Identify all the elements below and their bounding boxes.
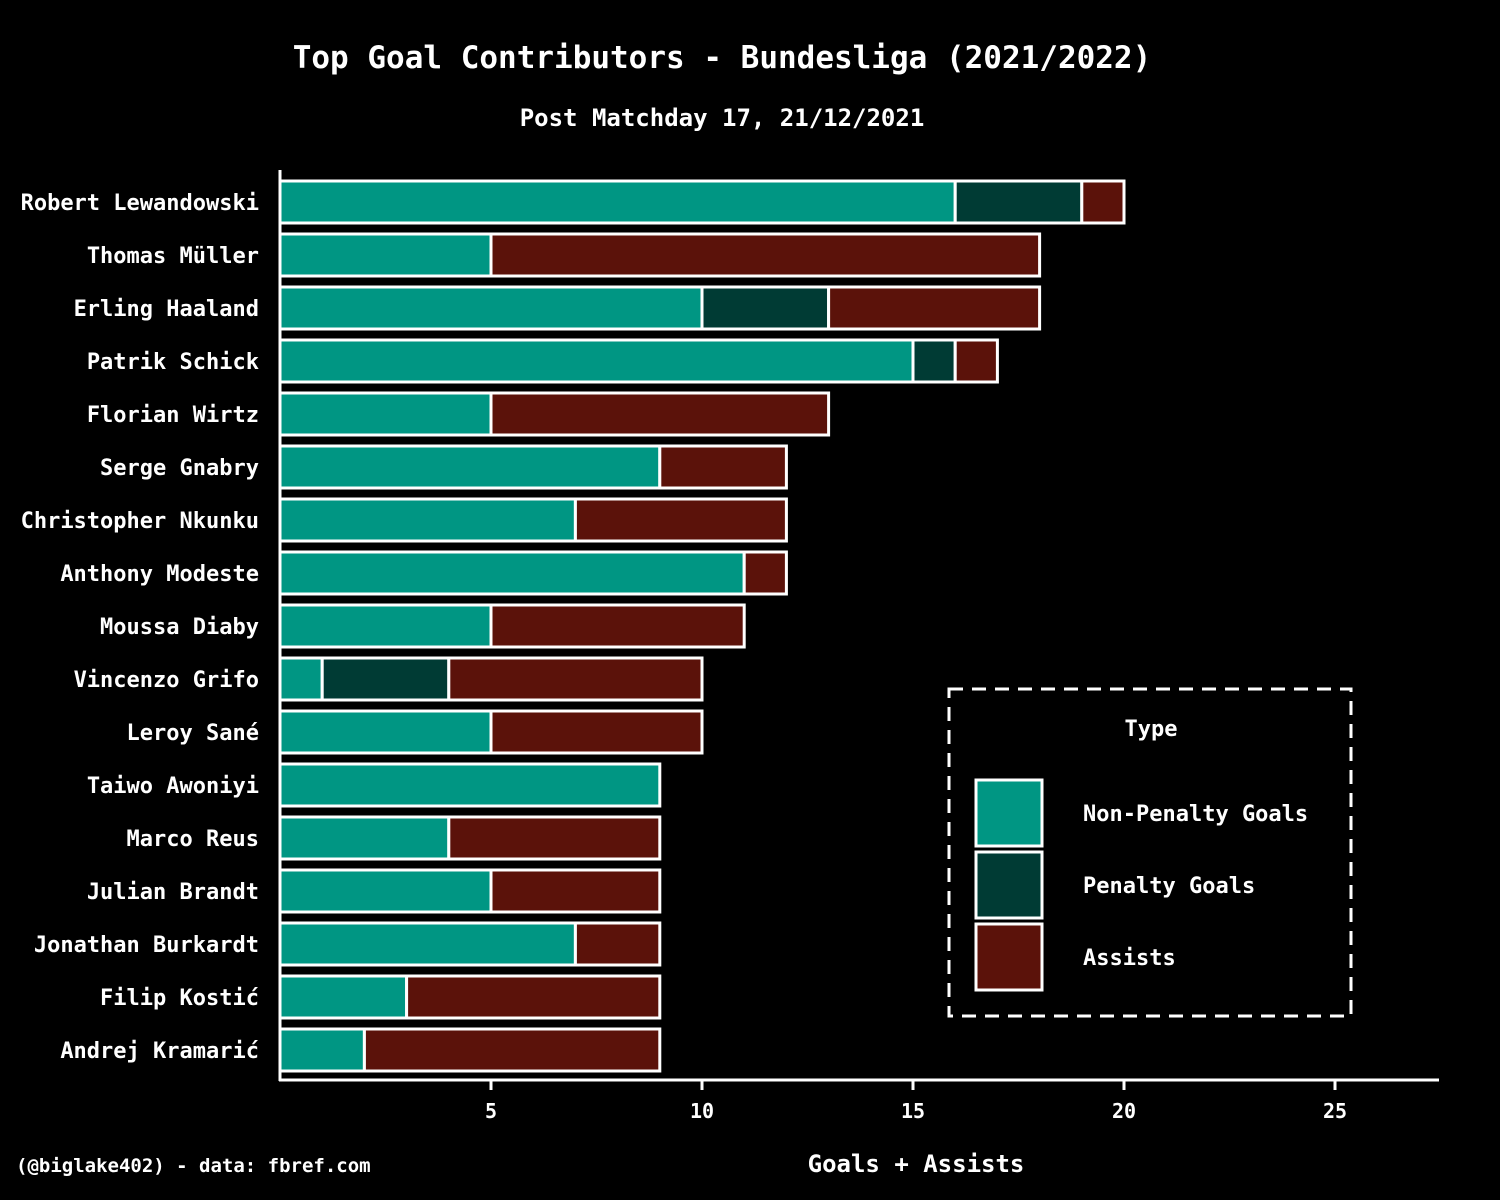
bar-segment-3-2 — [700, 285, 831, 331]
bar-segment-1-1 — [278, 179, 957, 225]
legend-label: Assists — [1083, 946, 1176, 971]
footer-credit: (@biglake402) - data: fbref.com — [16, 1155, 371, 1177]
y-tick-label: Thomas Müller — [87, 244, 259, 269]
x-axis-label: Goals + Assists — [808, 1150, 1025, 1178]
y-tick-label: Erling Haaland — [74, 297, 259, 322]
bar-segment-6-1 — [278, 444, 662, 490]
legend-swatch — [974, 850, 1044, 920]
y-tick-label: Taiwo Awoniyi — [87, 774, 259, 799]
y-tick-label: Florian Wirtz — [87, 403, 259, 428]
legend-label: Non-Penalty Goals — [1083, 802, 1308, 827]
legend-items: Non-Penalty Goals Penalty Goals Assists — [974, 778, 1308, 992]
chart-title: Top Goal Contributors - Bundesliga (2021… — [293, 40, 1152, 76]
legend-swatch — [974, 922, 1044, 992]
y-tick-label: Leroy Sané — [127, 721, 259, 746]
y-tick-label: Anthony Modeste — [60, 562, 259, 587]
bar-segment-11-3 — [489, 709, 704, 755]
legend-label: Penalty Goals — [1083, 874, 1255, 899]
bar-segment-7-1 — [278, 497, 577, 543]
bar-segment-9-3 — [489, 603, 746, 649]
bar-segment-14-3 — [489, 868, 662, 914]
bar-segment-8-3 — [742, 550, 788, 596]
legend-border — [947, 687, 1353, 1018]
bar-segment-12-1 — [278, 762, 662, 808]
x-tick-label: 5 — [485, 1099, 497, 1123]
bar-segment-16-1 — [278, 974, 409, 1020]
bar-segment-1-3 — [1080, 179, 1126, 225]
y-tick-label: Moussa Diaby — [100, 615, 259, 640]
bar-segment-17-3 — [362, 1027, 662, 1073]
bar-segment-15-3 — [573, 921, 662, 967]
chart-subtitle: Post Matchday 17, 21/12/2021 — [520, 104, 925, 132]
y-tick-label: Robert Lewandowski — [21, 191, 259, 216]
bar-segment-9-1 — [278, 603, 493, 649]
bar-segment-4-2 — [911, 338, 957, 384]
bar-segment-2-1 — [278, 232, 493, 278]
bar-segment-3-3 — [827, 285, 1042, 331]
x-tick-label: 20 — [1112, 1099, 1136, 1123]
bar-segment-5-1 — [278, 391, 493, 437]
bar-segment-11-1 — [278, 709, 493, 755]
bar-segment-17-1 — [278, 1027, 366, 1073]
bar-segment-14-1 — [278, 868, 493, 914]
x-tick-label: 15 — [901, 1099, 925, 1123]
y-tick-label: Patrik Schick — [87, 350, 259, 375]
y-tick-label: Marco Reus — [127, 827, 259, 852]
y-tick-label: Jonathan Burkardt — [34, 933, 259, 958]
bar-segment-8-1 — [278, 550, 746, 596]
bar-segment-2-3 — [489, 232, 1042, 278]
bar-segment-4-3 — [953, 338, 999, 384]
legend-title: Type — [1125, 717, 1178, 742]
bar-segment-10-2 — [320, 656, 451, 702]
x-tick-label: 10 — [690, 1099, 714, 1123]
legend-swatch — [974, 778, 1044, 848]
bar-segment-4-1 — [278, 338, 915, 384]
y-tick-label: Filip Kostić — [100, 986, 259, 1011]
x-tick-label: 25 — [1323, 1099, 1347, 1123]
y-tick-label: Andrej Kramarić — [60, 1039, 259, 1064]
y-tick-label: Julian Brandt — [87, 880, 259, 905]
bar-segment-7-3 — [573, 497, 788, 543]
bar-segment-3-1 — [278, 285, 704, 331]
bar-segment-6-3 — [658, 444, 788, 490]
bar-segment-10-1 — [278, 656, 324, 702]
y-tick-label: Christopher Nkunku — [21, 509, 259, 534]
bar-segment-10-3 — [447, 656, 704, 702]
bar-segment-1-2 — [953, 179, 1084, 225]
bar-segment-13-1 — [278, 815, 451, 861]
bar-group — [278, 179, 1126, 1073]
bar-segment-15-1 — [278, 921, 577, 967]
y-tick-label: Vincenzo Grifo — [74, 668, 259, 693]
bar-segment-13-3 — [447, 815, 662, 861]
bar-segment-16-3 — [405, 974, 662, 1020]
legend: Type Non-Penalty Goals Penalty Goals Assis… — [947, 687, 1353, 1018]
y-tick-labels: Robert Lewandowski Thomas Müller Erling Ha… — [21, 191, 259, 1064]
bar-segment-5-3 — [489, 391, 831, 437]
y-tick-label: Serge Gnabry — [100, 456, 259, 481]
x-tick-group: 5 10 15 20 25 — [485, 1080, 1347, 1123]
